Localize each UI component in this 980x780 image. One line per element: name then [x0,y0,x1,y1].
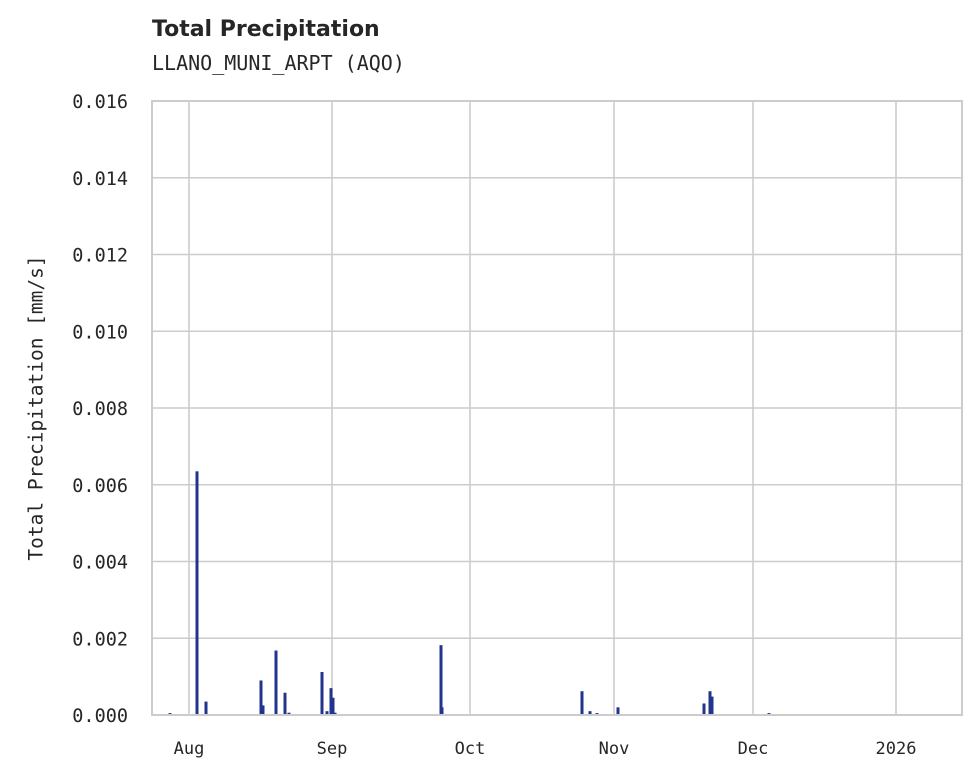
x-tick-label: Sep [317,739,348,759]
precipitation-bar [320,672,324,715]
y-tick-label: 0.002 [72,629,128,650]
precipitation-bar [195,471,199,715]
precipitation-bar [580,691,584,715]
y-tick-label: 0.010 [72,322,128,343]
precipitation-bar [331,697,335,715]
y-tick-label: 0.008 [72,399,128,420]
precipitation-bar [259,680,263,715]
plot-frame [151,100,963,716]
y-tick-label: 0.016 [72,92,128,113]
y-axis-ticks: 0.000 0.002 0.004 0.006 0.008 0.010 0.012 0.014… [72,92,128,727]
precipitation-bar [287,712,291,715]
chart-title: Total Precipitation [152,17,380,42]
precipitation-bar [588,711,592,715]
precipitation-bar [616,707,620,715]
precipitation-bar [329,688,333,715]
y-tick-label: 0.000 [72,706,128,727]
x-tick-label: Nov [599,739,630,759]
x-tick-label: 2026 [876,739,917,759]
precipitation-bar [708,691,712,715]
precipitation-bar [283,692,287,715]
x-axis-ticks: Aug Sep Oct Nov Dec 2026 [174,739,917,759]
y-tick-label: 0.014 [72,169,128,190]
precipitation-bar [333,712,337,715]
x-tick-label: Aug [174,739,205,759]
y-tick-label: 0.006 [72,476,128,497]
y-tick-label: 0.004 [72,553,128,574]
precipitation-bar [440,707,444,715]
precipitation-bar [204,701,208,715]
y-tick-label: 0.012 [72,246,128,267]
precipitation-bar [261,705,265,715]
gridlines [152,100,962,716]
precipitation-bar [439,645,443,715]
precipitation-bar [702,703,706,715]
precipitation-bar [325,711,329,715]
precipitation-bars [168,471,771,715]
chart-subtitle: LLANO_MUNI_ARPT (AQO) [152,51,405,75]
precipitation-bar [710,696,714,715]
x-tick-label: Oct [455,739,486,759]
x-tick-label: Dec [738,739,769,759]
precipitation-bar [274,650,278,715]
